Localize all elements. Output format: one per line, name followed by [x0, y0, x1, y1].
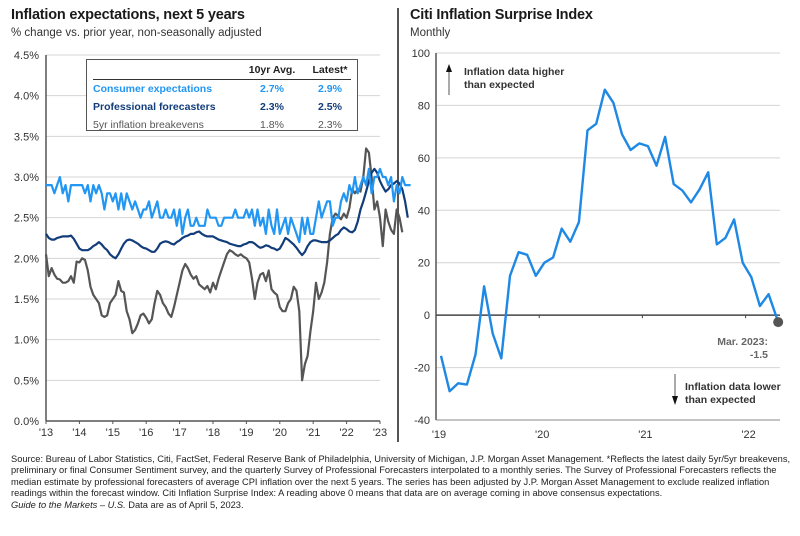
callout-date: Mar. 2023: [717, 336, 768, 348]
x-tick-label: '17 [172, 427, 186, 439]
series-line-consumer-expectations [46, 167, 411, 244]
legend-avg: 2.7% [260, 83, 284, 95]
x-tick-label: '16 [139, 427, 153, 439]
y-tick-label: 0.0% [14, 416, 39, 428]
legend-row-consumer: Consumer expectations 2.7% 2.9% [93, 80, 351, 98]
data-asof: Data are as of April 5, 2023. [125, 499, 244, 510]
annotation-higher-line1: Inflation data higher [464, 66, 565, 78]
left-legend-table: 10yr Avg. Latest* Consumer expectations … [86, 59, 358, 131]
x-tick-label: '22 [741, 429, 755, 441]
footer-notes: Source: Bureau of Labor Statistics, Citi… [11, 454, 791, 511]
x-tick-label: '15 [106, 427, 120, 439]
annotation-lower: Inflation data lower than expected [685, 381, 781, 406]
left-y-axis-ticks: 0.0% 0.5% 1.0% 1.5% 2.0% 2.5% 3.0% 3.5% 4.0% 4.5% [14, 50, 39, 428]
y-tick-label: 1.0% [14, 335, 39, 347]
y-tick-label: 0 [424, 310, 430, 322]
right-x-axis-ticks: '19 '20 '21 '22 [432, 315, 756, 441]
series-line-professional-forecasters [45, 167, 409, 260]
down-arrow-head [672, 396, 678, 405]
left-series-lines [44, 147, 411, 382]
x-tick-label: '13 [39, 427, 53, 439]
up-arrow-head [446, 64, 452, 72]
x-tick-label: '22 [339, 427, 353, 439]
x-tick-label: '18 [206, 427, 220, 439]
series-line-citi-inflation-surprise [439, 88, 779, 393]
callout-value: -1.5 [749, 348, 768, 361]
legend-avg: 1.8% [260, 119, 284, 131]
y-tick-label: 0.5% [14, 375, 39, 387]
annotation-lower-line2: than expected [685, 393, 756, 406]
right-series-lines [439, 88, 784, 393]
x-tick-label: '14 [72, 427, 86, 439]
right-gridlines [435, 52, 780, 421]
y-tick-label: 3.5% [14, 131, 39, 143]
legend-row-breakevens: 5yr inflation breakevens 1.8% 2.3% [93, 116, 351, 134]
y-tick-label: 2.5% [14, 213, 39, 225]
y-tick-label: 20 [418, 258, 430, 270]
right-chart-subtitle: Monthly [410, 27, 451, 39]
legend-row-professional: Professional forecasters 2.3% 2.5% [93, 98, 351, 116]
left-x-axis-ticks: '13 '14 '15 '16 '17 '18 '19 '20 '21 '22 '23 [39, 421, 387, 439]
x-tick-label: '21 [638, 429, 652, 441]
panel-divider [397, 8, 399, 442]
right-annotation-arrows [446, 64, 678, 405]
series-line-5yr-inflation-breakevens [44, 147, 404, 382]
legend-avg: 2.3% [260, 101, 284, 113]
legend-latest: 2.5% [318, 101, 342, 113]
latest-value-callout: Mar. 2023: -1.5 [680, 336, 768, 361]
legend-header-avg: 10yr Avg. [248, 64, 296, 76]
legend-header-latest: Latest* [312, 64, 348, 76]
legend-label: Consumer expectations [93, 83, 213, 95]
x-tick-label: '20 [273, 427, 287, 439]
y-tick-label: 1.5% [14, 294, 39, 306]
legend-latest: 2.3% [318, 119, 342, 131]
y-tick-label: -20 [414, 363, 430, 375]
y-tick-label: 100 [412, 48, 430, 60]
legend-label: 5yr inflation breakevens [93, 119, 204, 131]
x-tick-label: '20 [535, 429, 549, 441]
legend-latest: 2.9% [318, 83, 342, 95]
y-tick-label: 40 [418, 205, 430, 217]
left-chart-subtitle: % change vs. prior year, non-seasonally … [11, 27, 262, 39]
right-chart-title: Citi Inflation Surprise Index [410, 7, 593, 23]
latest-point-marker [773, 317, 784, 328]
x-tick-label: '19 [239, 427, 253, 439]
left-chart-title: Inflation expectations, next 5 years [11, 7, 245, 23]
y-tick-label: 2.0% [14, 253, 39, 265]
y-tick-label: 80 [418, 100, 430, 112]
annotation-higher: Inflation data higher than expected [464, 66, 564, 91]
x-tick-label: '23 [373, 427, 387, 439]
guide-title: Guide to the Markets – U.S. [11, 499, 126, 510]
y-tick-label: 60 [418, 153, 430, 165]
y-tick-label: -40 [414, 415, 430, 427]
y-tick-label: 4.0% [14, 91, 39, 103]
source-note: Source: Bureau of Labor Statistics, Citi… [11, 454, 791, 499]
x-tick-label: '21 [306, 427, 320, 439]
x-tick-label: '19 [432, 429, 446, 441]
legend-header-row: 10yr Avg. Latest* [93, 61, 351, 80]
y-tick-label: 3.0% [14, 172, 39, 184]
annotation-higher-line2: than expected [464, 78, 535, 91]
y-tick-label: 4.5% [14, 50, 39, 62]
annotation-lower-line1: Inflation data lower [685, 381, 781, 393]
legend-label: Professional forecasters [93, 101, 216, 113]
right-y-axis-ticks: -40 -20 0 20 40 60 80 100 [412, 48, 430, 427]
